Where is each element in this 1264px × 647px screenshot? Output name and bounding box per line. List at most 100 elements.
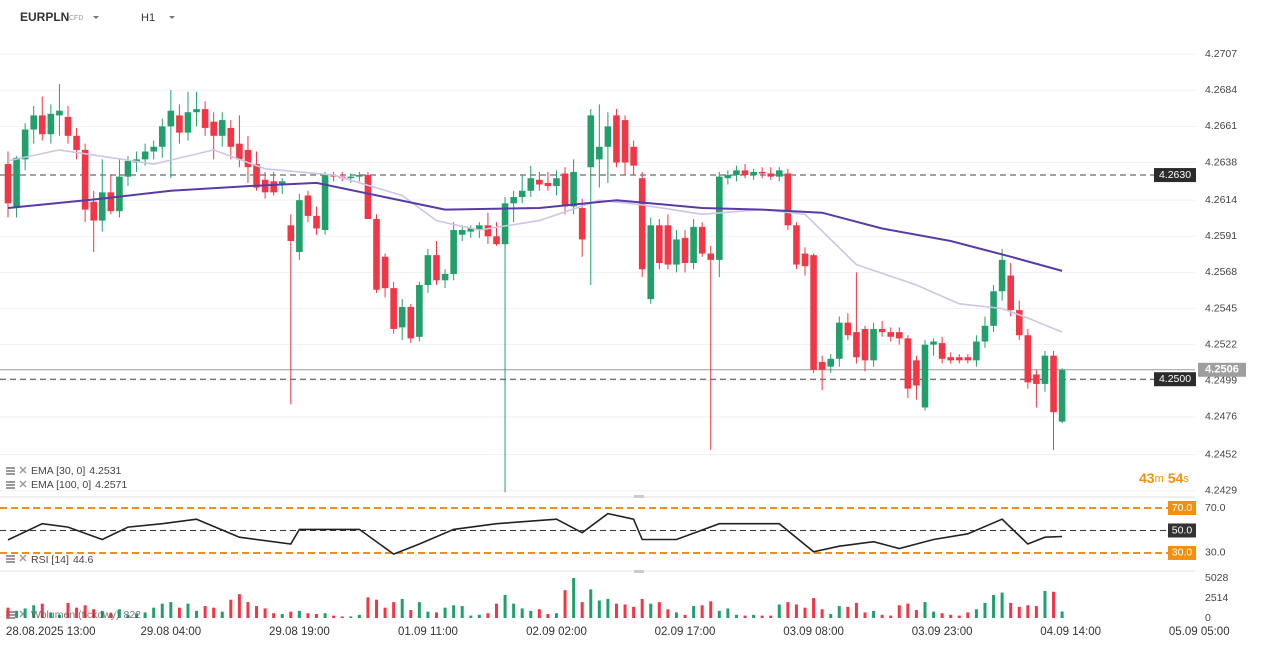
candle-body — [895, 332, 903, 339]
volume-bar — [366, 597, 370, 618]
y-tick-label: 70.0 — [1205, 502, 1226, 514]
volume-bar — [417, 602, 421, 618]
candle-body — [321, 175, 329, 231]
y-tick-label: 4.2429 — [1205, 484, 1237, 496]
volume-bar — [614, 603, 618, 618]
interval[interactable]: H1 — [141, 12, 155, 24]
volume-bar — [1009, 602, 1013, 618]
volume-bar — [897, 605, 901, 618]
volume-bar — [177, 607, 181, 618]
volume-bar — [520, 608, 524, 618]
candle-body — [698, 226, 706, 254]
volume-bar — [503, 594, 507, 618]
volume-bar — [554, 613, 558, 618]
rsi-line — [7, 512, 1063, 556]
candle-body — [835, 322, 843, 359]
panel-handle[interactable] — [634, 570, 644, 573]
candle-body — [955, 357, 963, 361]
volume-bar — [709, 601, 713, 618]
countdown-part: 54 — [1168, 470, 1184, 486]
candle-body — [561, 173, 569, 207]
dropdown-arrow[interactable] — [169, 16, 175, 19]
volume-bar — [109, 613, 113, 618]
volume-bar — [237, 594, 241, 618]
volume-bar — [829, 614, 833, 618]
volume-bar — [306, 613, 310, 618]
legend-name: EMA [30, 0] — [31, 465, 85, 477]
volume-bar — [1034, 606, 1038, 618]
level-label: 4.2500 — [1159, 373, 1191, 385]
volume-bar — [529, 610, 533, 618]
volume-bar — [460, 606, 464, 618]
volume-bar — [75, 607, 79, 618]
volume-bar — [580, 602, 584, 618]
candle-body — [844, 322, 852, 336]
candle-body — [913, 360, 920, 386]
candle-body — [364, 175, 372, 220]
volume-bar — [435, 612, 438, 618]
candle-body — [493, 236, 500, 245]
volume-bar — [477, 614, 481, 618]
candle-body — [373, 219, 380, 290]
volume-bar — [974, 609, 978, 618]
volume-bar — [66, 602, 70, 618]
volume-bar — [692, 606, 696, 618]
ema-line — [7, 181, 1063, 272]
candle-body — [313, 215, 320, 229]
volume-bar — [1052, 591, 1056, 618]
candle-body — [1041, 355, 1049, 384]
volume-bar — [494, 603, 498, 618]
level-label: 4.2630 — [1159, 169, 1191, 181]
y-tick-label: 4.2522 — [1205, 338, 1237, 350]
candle-body — [656, 225, 663, 264]
volume-bar — [957, 615, 961, 618]
dropdown-arrow[interactable] — [93, 16, 99, 19]
rsi-level-box — [1168, 545, 1196, 560]
volume-bar — [563, 590, 567, 618]
symbol-kind: CFD — [69, 15, 83, 22]
volume-bar — [794, 604, 798, 618]
candle-body — [981, 325, 989, 342]
candle-body — [947, 357, 954, 361]
y-tick-label: 4.2499 — [1205, 375, 1237, 387]
volume-bar — [940, 613, 944, 618]
candle-body — [544, 182, 552, 187]
candle-body — [1033, 374, 1040, 384]
price-label: 4.2506 — [1205, 364, 1239, 376]
symbol[interactable]: EURPLN — [20, 10, 69, 24]
volume-bar — [297, 610, 301, 618]
candle-body — [630, 146, 637, 166]
legend-close[interactable] — [19, 466, 27, 618]
volume-bar — [623, 604, 627, 618]
panel-handle[interactable] — [634, 495, 644, 498]
candle-body — [904, 338, 912, 389]
candle-body — [887, 332, 895, 337]
volume-bar — [777, 604, 781, 618]
candle-body — [47, 113, 55, 135]
candle-body — [750, 171, 757, 176]
candle-body — [167, 110, 175, 127]
volume-bar — [589, 589, 593, 618]
volume-bar — [83, 605, 87, 618]
volume-bar — [752, 614, 756, 618]
rsi-level-box — [1168, 500, 1196, 515]
rsi-level-box — [1168, 523, 1196, 538]
y-tick-label: 4.2684 — [1205, 84, 1237, 96]
volume-bar — [375, 599, 379, 618]
candle-body — [158, 126, 166, 147]
volume-bar — [452, 605, 456, 618]
candle-body — [116, 176, 123, 212]
legend-name: Wolumen (tickowy) — [31, 609, 120, 621]
volume-bar — [332, 615, 336, 618]
candle-body — [210, 121, 217, 136]
candle-body — [501, 203, 509, 245]
y-tick-label: 0 — [1205, 612, 1211, 624]
legend-value: 822 — [124, 609, 142, 621]
candle-body — [21, 129, 29, 160]
candle-body — [424, 255, 432, 285]
candle-body — [741, 170, 749, 176]
volume-bar — [923, 602, 927, 618]
candle-body — [681, 237, 689, 264]
y-tick-label: 4.2661 — [1205, 120, 1237, 132]
volume-bar — [683, 614, 687, 618]
